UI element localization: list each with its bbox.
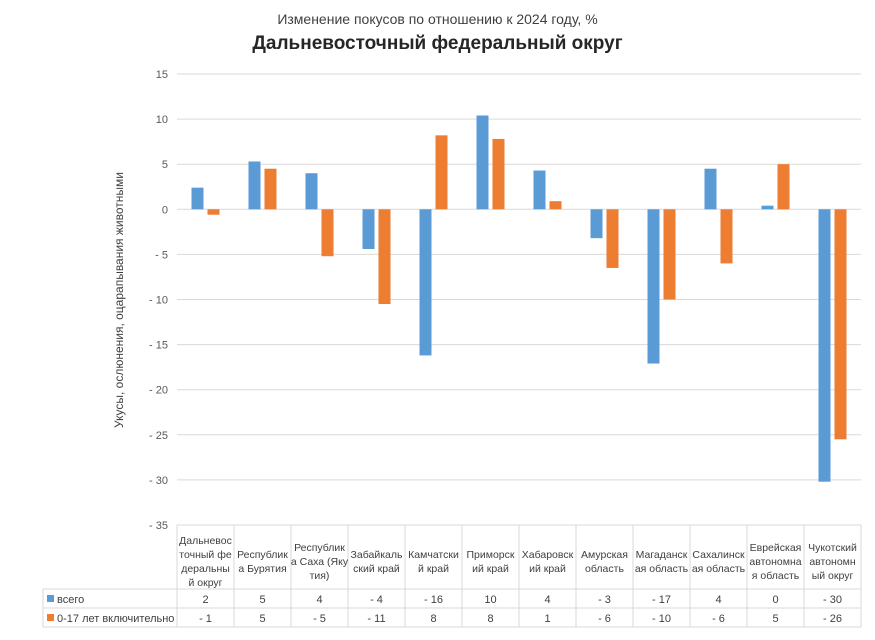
y-tick-label: - 25 [149, 430, 168, 442]
legend-label: всего [57, 594, 84, 606]
data-table-value: 8 [487, 613, 493, 625]
bar-children [549, 201, 562, 210]
data-table-value: 4 [316, 594, 322, 606]
category-label: Чукотский [808, 542, 857, 554]
bar-total [248, 161, 261, 210]
bar-children [834, 209, 847, 440]
data-table-value: - 16 [424, 594, 443, 606]
data-table-value: 2 [202, 594, 208, 606]
category-label: Еврейская [750, 542, 802, 554]
legend-swatch [47, 614, 54, 621]
category-label: автономн [809, 556, 856, 568]
category-label: область [585, 563, 624, 575]
category-label: автономна [749, 556, 801, 568]
y-tick-label: 5 [162, 159, 168, 171]
bar-children [606, 209, 619, 268]
category-label: Магаданск [636, 549, 688, 561]
legend-swatch [47, 595, 54, 602]
bar-children [264, 168, 277, 210]
category-label: Забайкаль [351, 549, 403, 561]
category-label: ый округ [812, 570, 854, 582]
category-label: а Саха (Яку [291, 556, 349, 568]
category-label: ий край [472, 563, 509, 575]
category-label: Республик [294, 542, 345, 554]
data-table-value: - 4 [370, 594, 383, 606]
data-table-value: - 30 [823, 594, 842, 606]
bar-total [647, 209, 660, 364]
chart-title: Изменение покусов по отношению к 2024 го… [277, 11, 598, 27]
category-label: ский край [353, 563, 400, 575]
category-label: Хабаровск [522, 549, 574, 561]
y-tick-label: - 30 [149, 475, 168, 487]
bar-children [435, 135, 448, 210]
bar-total [191, 187, 204, 210]
y-tick-label: 15 [156, 69, 168, 81]
data-table-value: - 26 [823, 613, 842, 625]
bar-total [818, 209, 831, 482]
bar-children [663, 209, 676, 300]
data-table-value: 10 [484, 594, 496, 606]
bar-total [419, 209, 432, 356]
category-label: точный фе [179, 549, 232, 561]
category-label: Амурская [581, 549, 628, 561]
data-table-value: 5 [259, 613, 265, 625]
bar-total [476, 115, 489, 210]
bar-total [590, 209, 603, 239]
category-label: Сахалинск [692, 549, 745, 561]
bar-total [761, 205, 774, 210]
data-table-value: 5 [259, 594, 265, 606]
bar-children [321, 209, 334, 257]
category-label: Приморск [467, 549, 515, 561]
legend-label: 0-17 лет включительно [57, 613, 174, 625]
category-label: ий край [529, 563, 566, 575]
category-label: я область [752, 570, 800, 582]
data-table-value: - 3 [598, 594, 611, 606]
category-label: й округ [188, 577, 222, 589]
bar-children [492, 138, 505, 210]
chart-subtitle: Дальневосточный федеральный округ [252, 33, 623, 54]
y-tick-label: 0 [162, 204, 168, 216]
data-table-value: - 1 [199, 613, 212, 625]
bar-total [704, 168, 717, 210]
data-table-value: - 11 [367, 613, 385, 625]
bar-total [305, 173, 318, 210]
data-table-value: - 5 [313, 613, 326, 625]
bar-children [777, 164, 790, 210]
y-tick-label: 10 [156, 114, 168, 126]
data-table-value: 4 [544, 594, 550, 606]
data-table-value: 8 [430, 613, 436, 625]
category-label: й край [418, 563, 449, 575]
data-table-value: - 6 [712, 613, 725, 625]
bar-total [533, 170, 546, 210]
bar-total [362, 209, 375, 249]
data-table-value: 5 [772, 613, 778, 625]
category-label: тия) [310, 570, 330, 582]
data-table-value: 0 [772, 594, 778, 606]
y-tick-label: - 15 [149, 340, 168, 352]
y-tick-label: - 10 [149, 295, 168, 307]
category-label: Дальневос [179, 535, 232, 547]
category-label: Республик [237, 549, 288, 561]
data-table-value: 4 [715, 594, 721, 606]
data-table-value: - 17 [652, 594, 671, 606]
data-table-value: - 10 [652, 613, 671, 625]
y-tick-label: - 20 [149, 385, 168, 397]
category-label: Камчатски [408, 549, 459, 561]
category-label: ая область [692, 563, 746, 575]
bar-children [378, 209, 391, 305]
category-label: ая область [635, 563, 689, 575]
y-tick-label: - 5 [155, 249, 168, 261]
bar-children [720, 209, 733, 264]
data-table-value: 1 [544, 613, 550, 625]
y-tick-label: - 35 [149, 520, 168, 532]
bar-children [207, 209, 220, 215]
category-label: деральны [181, 563, 230, 575]
category-label: а Бурятия [238, 563, 286, 575]
data-table-value: - 6 [598, 613, 611, 625]
